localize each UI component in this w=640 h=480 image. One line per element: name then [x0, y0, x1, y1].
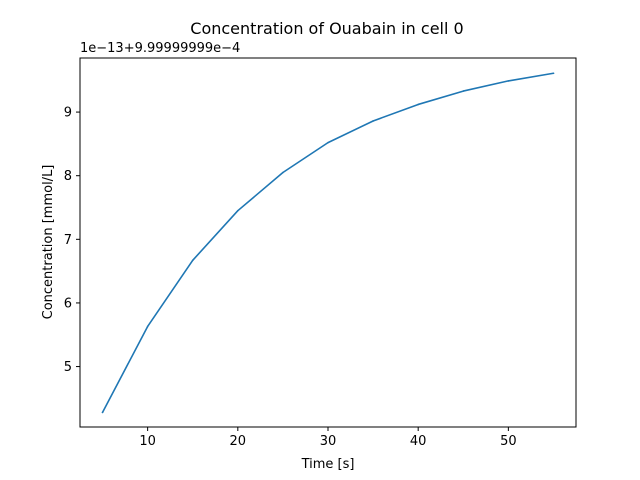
y-tick-label: 5	[64, 360, 72, 375]
y-offset-label: 1e−13+9.99999999e−4	[80, 41, 240, 56]
data-point	[191, 259, 194, 262]
chart-title: Concentration of Ouabain in cell 0	[190, 19, 463, 38]
x-tick-label: 30	[320, 434, 337, 449]
y-tick-label: 8	[64, 169, 72, 184]
x-axis: 10 20 30 40 50	[139, 427, 517, 449]
data-point	[327, 141, 329, 144]
data-point	[507, 80, 510, 82]
y-axis: 5 6 7 8 9	[64, 106, 80, 375]
y-tick-label: 7	[64, 233, 72, 248]
plot-area	[101, 72, 555, 414]
x-tick-label: 10	[139, 434, 156, 449]
data-point	[101, 411, 104, 414]
x-tick-label: 40	[410, 434, 427, 449]
x-tick-label: 20	[230, 434, 247, 449]
y-tick-label: 6	[64, 296, 72, 311]
data-point	[146, 325, 149, 328]
data-point	[282, 171, 284, 174]
y-axis-label: Concentration [mmol/L]	[41, 165, 56, 320]
y-tick-label: 9	[64, 106, 72, 121]
data-point	[372, 120, 374, 122]
x-tick-label: 50	[500, 434, 517, 449]
axes-frame	[79, 57, 577, 428]
data-point	[462, 90, 465, 92]
data-point	[237, 209, 239, 212]
data-point	[552, 72, 555, 75]
x-axis-label: Time [s]	[301, 457, 355, 472]
series-line	[101, 72, 555, 414]
data-point	[417, 103, 419, 106]
